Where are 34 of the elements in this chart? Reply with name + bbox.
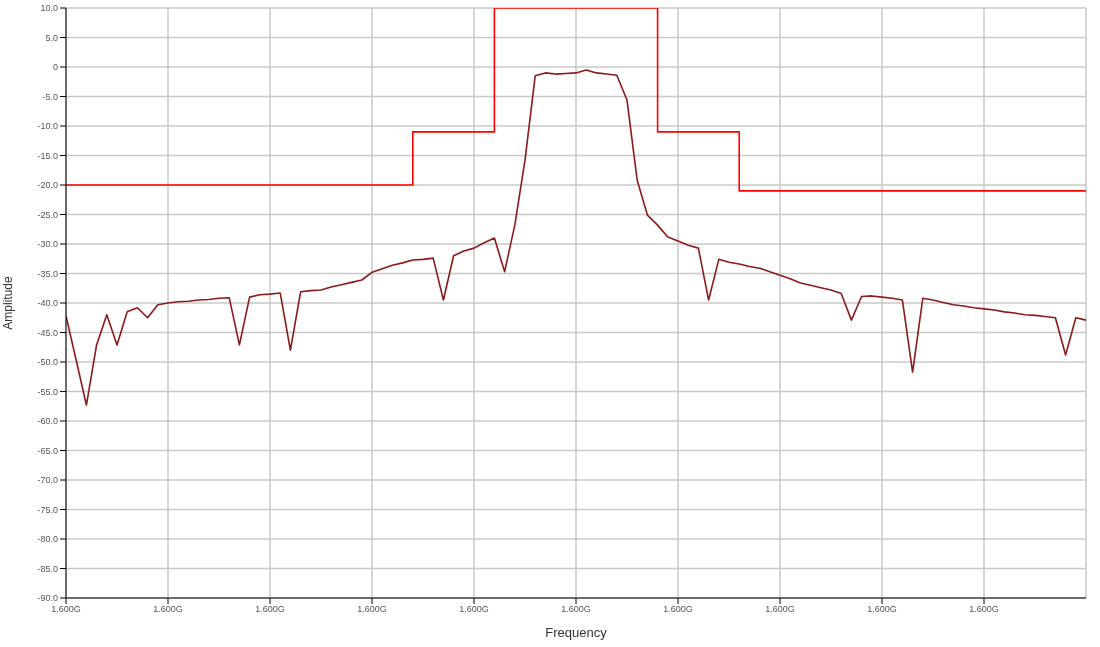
x-tick-label: 1.600G: [969, 604, 999, 615]
y-tick-label: -80.0: [37, 534, 58, 545]
y-tick-label: -20.0: [37, 180, 58, 191]
x-tick-label: 1.600G: [663, 604, 693, 615]
line-series: [66, 69, 1086, 406]
x-tick-label: 1.600G: [153, 604, 183, 615]
y-tick-label: -10.0: [37, 121, 58, 132]
y-tick-label: -35.0: [37, 268, 58, 279]
y-tick-label: -5.0: [42, 91, 58, 102]
y-tick-label: -50.0: [37, 357, 58, 368]
y-tick-label: 0: [52, 62, 58, 73]
y-tick-label: -65.0: [37, 445, 58, 456]
y-tick-label: -90.0: [37, 593, 58, 604]
y-tick-label: -30.0: [37, 239, 58, 250]
y-tick-label: -45.0: [37, 327, 58, 338]
y-tick-label: -70.0: [37, 475, 58, 486]
y-tick-label: -75.0: [37, 504, 58, 515]
y-tick-label: -55.0: [37, 386, 58, 397]
y-axis-title: Amplitude: [1, 276, 16, 330]
x-tick-label: 1.600G: [459, 604, 489, 615]
y-tick-label: -40.0: [37, 298, 58, 309]
y-tick-label: -25.0: [37, 209, 58, 220]
x-tick-label: 1.600G: [765, 604, 795, 615]
x-tick-label: 1.600G: [561, 604, 591, 615]
y-tick-label: -15.0: [37, 150, 58, 161]
y-tick-label: 10.0: [40, 3, 58, 14]
x-tick-label: 1.600G: [255, 604, 285, 615]
y-tick-label: 5.0: [45, 32, 58, 43]
y-tick-label: -85.0: [37, 563, 58, 574]
x-tick-label: 1.600G: [357, 604, 387, 615]
x-axis-title: Frequency: [545, 625, 608, 640]
y-tick-label: -60.0: [37, 416, 58, 427]
x-tick-label: 1.600G: [51, 604, 81, 615]
x-tick-label: 1.600G: [867, 604, 897, 615]
